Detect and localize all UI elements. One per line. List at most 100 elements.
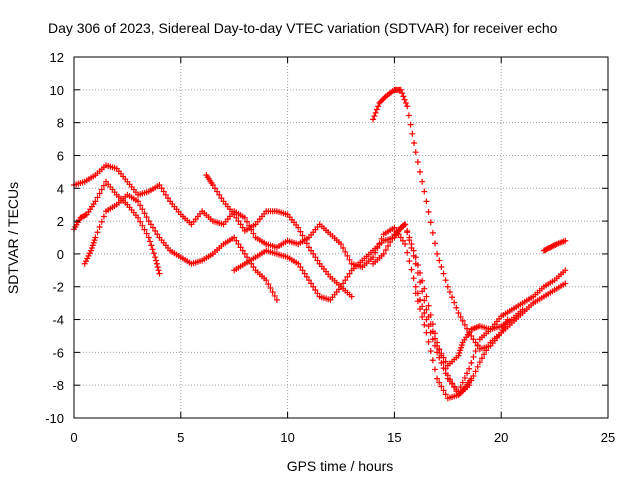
- data-point: [481, 351, 488, 358]
- data-point: [431, 335, 438, 342]
- data-point: [98, 186, 105, 193]
- data-point: [85, 252, 92, 259]
- chart-title: Day 306 of 2023, Sidereal Day-to-day VTE…: [48, 20, 558, 36]
- data-point: [449, 294, 456, 301]
- data-point: [451, 384, 458, 391]
- data-point: [164, 195, 171, 202]
- data-point: [562, 237, 569, 244]
- data-points: [71, 86, 569, 402]
- data-point: [297, 264, 304, 271]
- data-point: [156, 270, 163, 277]
- data-point: [237, 221, 244, 228]
- data-point: [461, 321, 468, 328]
- data-point: [449, 380, 456, 387]
- y-tick-label: 12: [50, 50, 64, 65]
- x-tick-label: 15: [387, 430, 401, 445]
- data-point: [478, 355, 485, 362]
- data-point: [470, 353, 477, 360]
- data-point: [98, 218, 105, 225]
- data-point: [461, 374, 468, 381]
- data-point: [562, 280, 569, 287]
- data-point: [434, 250, 441, 257]
- data-point: [149, 246, 156, 253]
- data-point: [155, 267, 162, 274]
- data-point: [162, 191, 169, 198]
- data-point: [431, 240, 438, 247]
- data-point: [410, 275, 417, 282]
- data-point: [384, 243, 391, 250]
- data-point: [442, 277, 449, 284]
- data-point: [408, 245, 415, 252]
- data-point: [407, 121, 414, 128]
- data-point: [458, 344, 465, 351]
- y-tick-label: 6: [57, 148, 64, 163]
- y-tick-label: 2: [57, 214, 64, 229]
- data-point: [472, 348, 479, 355]
- data-point: [308, 280, 315, 287]
- data-point: [389, 235, 396, 242]
- data-point: [305, 277, 312, 284]
- data-point: [344, 252, 351, 259]
- data-point: [440, 387, 447, 394]
- data-point: [464, 325, 471, 332]
- x-tick-label: 0: [70, 430, 77, 445]
- data-point: [370, 116, 377, 123]
- data-point: [503, 319, 510, 326]
- data-point: [250, 264, 257, 271]
- data-point: [429, 229, 436, 236]
- data-point: [414, 159, 421, 166]
- data-point: [427, 321, 434, 328]
- data-point: [263, 277, 270, 284]
- data-point: [499, 327, 506, 334]
- data-point: [381, 94, 388, 101]
- data-point: [86, 250, 93, 257]
- data-point: [153, 257, 160, 264]
- data-point: [96, 190, 103, 197]
- data-point: [265, 281, 272, 288]
- data-point: [457, 313, 464, 320]
- data-point: [401, 222, 408, 229]
- data-point: [141, 226, 148, 233]
- data-point: [148, 242, 155, 249]
- data-point: [519, 306, 526, 313]
- data-point: [440, 354, 447, 361]
- data-point: [440, 270, 447, 277]
- x-axis-label: GPS time / hours: [287, 458, 394, 474]
- data-point: [303, 273, 310, 280]
- data-point: [412, 260, 419, 267]
- data-point: [455, 352, 462, 359]
- y-tick-label: -4: [52, 313, 64, 328]
- data-point: [468, 332, 475, 339]
- data-point: [455, 309, 462, 316]
- data-point: [457, 347, 464, 354]
- data-point: [425, 313, 432, 320]
- data-point: [504, 316, 511, 323]
- data-point: [209, 181, 216, 188]
- data-point: [414, 298, 421, 305]
- data-point: [338, 241, 344, 248]
- data-point: [267, 285, 274, 292]
- y-tick-label: -2: [52, 280, 64, 295]
- data-point: [404, 229, 411, 236]
- data-point: [406, 237, 413, 244]
- data-point: [382, 246, 389, 253]
- data-point: [399, 237, 406, 244]
- data-point: [305, 244, 312, 251]
- data-point: [143, 230, 150, 237]
- data-point: [412, 290, 419, 297]
- data-point: [474, 363, 481, 370]
- data-point: [218, 195, 225, 202]
- y-tick-label: 8: [57, 116, 64, 131]
- data-point: [241, 214, 248, 221]
- data-point: [312, 254, 319, 261]
- data-point: [417, 168, 424, 175]
- data-point: [502, 321, 509, 328]
- data-point: [160, 188, 167, 195]
- data-point: [498, 329, 505, 336]
- data-point: [442, 365, 449, 372]
- data-point: [94, 229, 101, 236]
- data-point: [139, 222, 146, 229]
- data-point: [406, 258, 413, 265]
- data-point: [147, 238, 154, 245]
- x-tick-label: 25: [601, 430, 615, 445]
